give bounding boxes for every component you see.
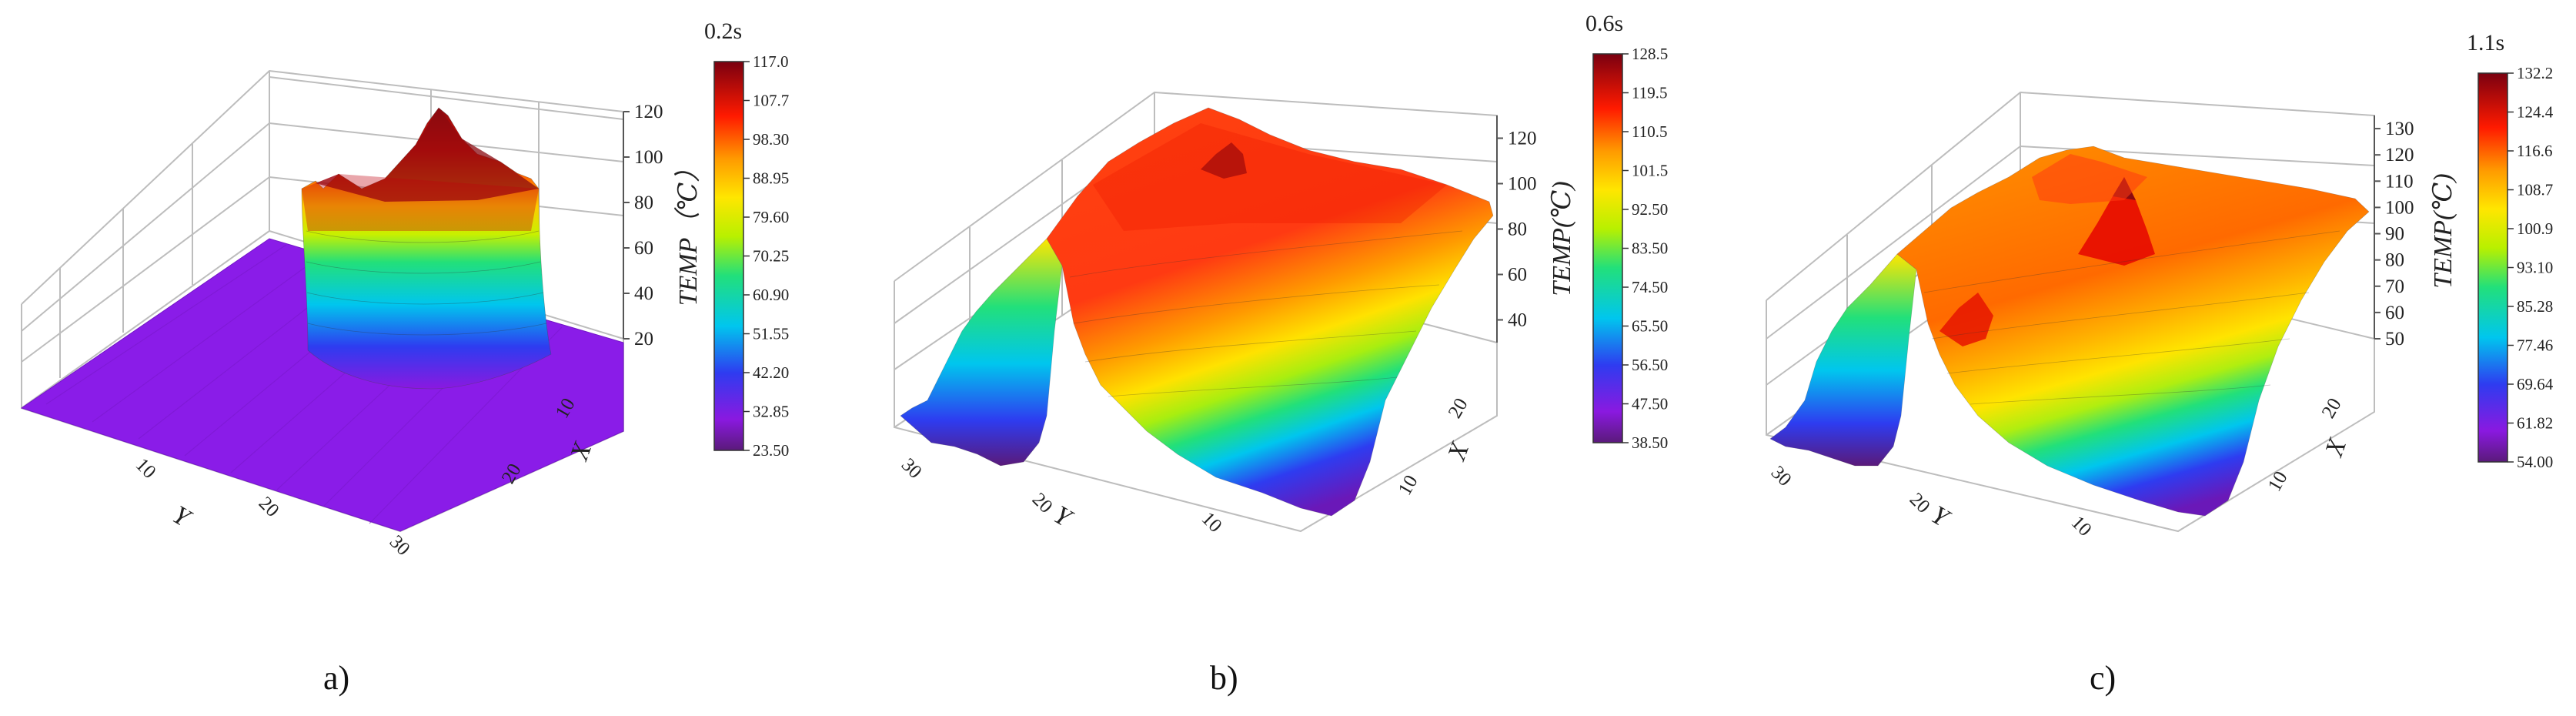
z-axis: 40 60 80 100 120 [1496,115,1537,343]
colorbar-tick-label: 85.28 [2517,297,2553,316]
colorbar-tick-label: 38.50 [1632,433,1668,452]
y-tick-label: 30 [1767,462,1796,490]
time-label: 1.1s [2467,30,2504,55]
y-tick-label: 30 [897,454,926,483]
colorbar-tick-label: 83.50 [1632,239,1668,258]
z-tick-label: 20 [634,329,653,350]
y-tick-label: 20 [1906,489,1934,517]
colorbar: 132.2 124.4 116.6 108.7 100.9 93.10 85.28 77.46… [2477,64,2554,471]
panel-caption: b) [1210,659,1238,697]
time-label: 0.2s [704,18,742,44]
x-axis-title: X [1442,438,1475,465]
surface-left-wall [1769,253,1917,467]
z-tick-label: 60 [2385,303,2404,323]
z-tick-label: 80 [1508,219,1527,240]
colorbar-tick-label: 110.5 [1632,122,1667,141]
panel-caption: a) [323,659,349,697]
z-tick-label: 50 [2385,329,2404,350]
z-axis: 50 60 70 80 90 100 110 120 130 [2374,115,2414,350]
y-tick-label: 10 [1198,508,1226,537]
colorbar-tick-label: 100.9 [2517,219,2553,238]
z-tick-label: 60 [634,238,653,259]
colorbar-tick-label: 117.0 [753,52,788,71]
z-tick-label: 100 [2385,197,2414,218]
colorbar: 117.0 107.7 98.30 88.95 79.60 70.25 60.90 51.55… [713,52,789,460]
z-tick-label: 110 [2385,171,2414,192]
z-axis-title: TEMP（℃） [673,156,703,306]
panel-caption: c) [2090,659,2116,697]
colorbar-tick-label: 132.2 [2517,64,2553,82]
colorbar-tick-label: 51.55 [753,325,789,343]
y-tick-label: 10 [2067,512,2096,540]
colorbar-tick-label: 47.50 [1632,395,1668,413]
colorbar-tick-label: 74.50 [1632,278,1668,296]
z-tick-label: 80 [634,192,653,213]
surface-main [1046,107,1494,517]
colorbar-tick-label: 79.60 [753,208,789,226]
z-tick-label: 130 [2385,119,2414,139]
y-axis-title: Y [168,500,197,534]
colorbar-tick-label: 128.5 [1632,45,1668,63]
colorbar-tick-label: 77.46 [2517,336,2553,355]
surface-left-wall [900,238,1063,467]
z-tick-label: 40 [1508,310,1527,331]
colorbar-tick-label: 108.7 [2517,181,2553,199]
colorbar-tick-label: 56.50 [1632,356,1668,374]
colorbar: 128.5 119.5 110.5 101.5 92.50 83.50 74.50 65.50… [1592,45,1668,452]
z-tick-label: 70 [2385,276,2404,297]
colorbar-tick-label: 42.20 [753,363,789,382]
x-tick-label: 10 [1395,472,1422,499]
x-axis-title: X [2320,434,2353,461]
surface-main [1896,146,2370,517]
colorbar-tick-label: 88.95 [753,169,789,188]
colorbar-tick-label: 61.82 [2517,414,2553,433]
x-tick-label: 20 [2318,395,2346,422]
colorbar-tick-label: 98.30 [753,130,789,149]
z-tick-label: 90 [2385,224,2404,245]
colorbar-tick-label: 124.4 [2517,103,2554,122]
colorbar-tick-label: 101.5 [1632,162,1668,180]
z-tick-label: 40 [634,283,653,304]
colorbar-tick-label: 116.6 [2517,142,2552,160]
z-tick-label: 120 [1508,129,1537,149]
colorbar-tick-label: 119.5 [1632,84,1667,102]
colorbar-tick-label: 69.64 [2517,375,2554,393]
z-axis-title: TEMP(℃) [1548,181,1576,296]
x-tick-label: 20 [1445,395,1472,422]
colorbar-tick-label: 23.50 [753,441,789,460]
z-tick-label: 100 [1508,174,1537,195]
y-tick-label: 30 [386,531,414,560]
colorbar-tick-label: 32.85 [753,403,789,421]
z-tick-label: 80 [2385,250,2404,271]
colorbar-tick-label: 70.25 [753,247,789,266]
colorbar-tick-label: 54.00 [2517,453,2553,471]
x-tick-label: 10 [2264,468,2292,495]
colorbar-tick-label: 60.90 [753,286,789,304]
z-tick-label: 120 [634,102,663,122]
z-tick-label: 100 [634,147,663,168]
z-axis-title: TEMP(℃) [2429,173,2457,288]
time-label: 0.6s [1585,11,1623,36]
z-axis: 20 40 60 80 100 120 [623,102,663,350]
colorbar-tick-label: 92.50 [1632,200,1668,219]
y-tick-label: 20 [1028,489,1057,517]
colorbar-tick-label: 93.10 [2517,259,2553,277]
z-tick-label: 60 [1508,265,1527,286]
y-tick-label: 20 [255,493,283,521]
y-tick-label: 10 [132,454,160,483]
colorbar-tick-label: 65.50 [1632,317,1668,336]
colorbar-tick-label: 107.7 [753,92,789,110]
z-tick-label: 120 [2385,145,2414,166]
